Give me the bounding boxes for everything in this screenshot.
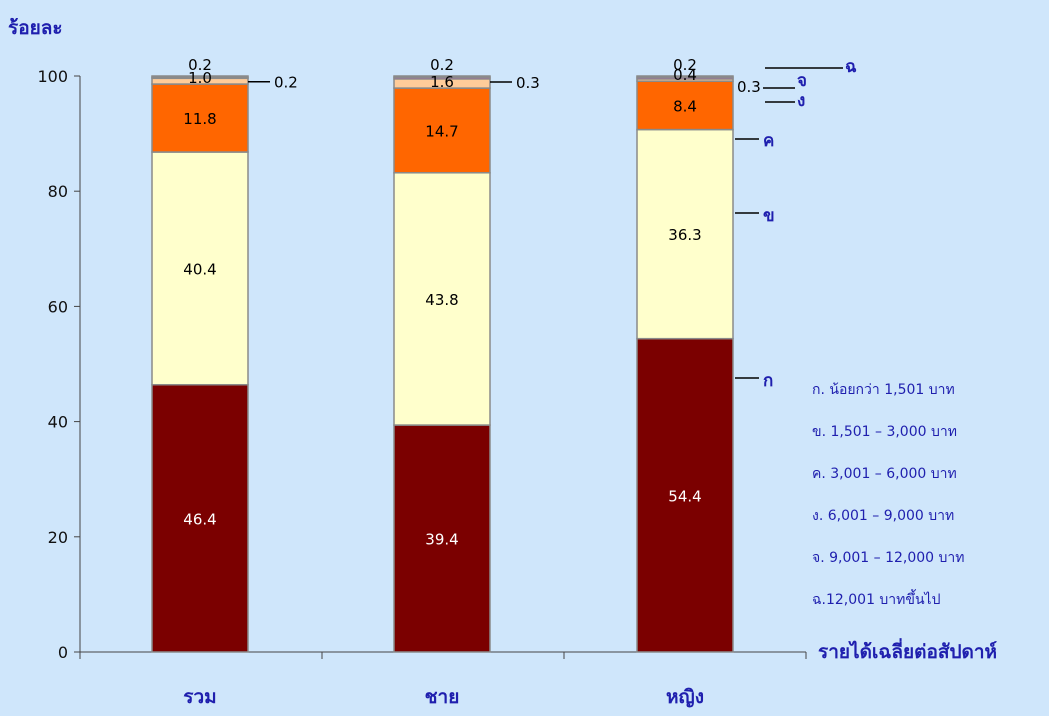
series-tag: ก <box>763 371 773 391</box>
value-label: 46.4 <box>183 510 216 528</box>
bar-segment <box>636 128 734 340</box>
category-label: รวม <box>183 686 216 708</box>
series-tag: จ <box>797 71 807 91</box>
value-label: 0.2 <box>430 56 454 74</box>
value-label: 0.2 <box>673 56 697 74</box>
y-tick-label: 60 <box>48 297 68 316</box>
value-label: 0.2 <box>188 56 212 74</box>
value-label: 0.3 <box>737 78 761 96</box>
bars <box>151 75 734 653</box>
x-axis-title: รายได้เฉลี่ยต่อสัปดาห์ <box>818 638 997 663</box>
y-tick-label: 100 <box>37 67 68 86</box>
value-label: 1.0 <box>188 69 212 87</box>
y-tick-label: 80 <box>48 182 68 201</box>
value-label: 1.6 <box>430 73 454 91</box>
bar-segment <box>636 80 734 131</box>
legend-item: ฉ.12,001 บาทขึ้นไป <box>812 589 941 608</box>
legend-item: ก. น้อยกว่า 1,501 บาท <box>812 382 955 398</box>
legend-item: ข. 1,501 – 3,000 บาท <box>812 424 957 440</box>
value-label: 54.4 <box>668 487 701 505</box>
value-label: 8.4 <box>673 97 697 115</box>
value-label: 0.2 <box>274 74 298 92</box>
legend-item: จ. 9,001 – 12,000 บาท <box>812 550 965 566</box>
series-tag: ง <box>797 91 805 111</box>
bar-segment <box>151 83 249 153</box>
bar-segment <box>393 75 491 78</box>
bar-segment <box>636 75 734 78</box>
value-label: 43.8 <box>425 291 458 309</box>
legend-item: ง. 6,001 – 9,000 บาท <box>812 508 954 524</box>
bar-segment <box>151 151 249 386</box>
bar-segment <box>151 75 249 78</box>
bar-segment <box>636 337 734 653</box>
legend: ก. น้อยกว่า 1,501 บาทข. 1,501 – 3,000 บา… <box>812 382 965 608</box>
axes: 0 20 40 60 80 100 รวม ชาย หญิง <box>37 67 807 708</box>
y-tick-label: 20 <box>48 528 68 547</box>
series-tag: ค <box>763 131 774 151</box>
series-tag: ฉ <box>845 57 857 77</box>
bar-segment <box>151 383 249 653</box>
y-axis-title: ร้อยละ <box>8 17 63 39</box>
bar-segment <box>393 172 491 426</box>
category-label: หญิง <box>666 686 704 708</box>
bar-segment <box>393 424 491 653</box>
value-label: 0.3 <box>516 74 540 92</box>
series-tag: ข <box>763 206 775 226</box>
value-label: 40.4 <box>183 260 216 278</box>
y-tick-label: 40 <box>48 413 68 432</box>
value-label: 11.8 <box>183 110 216 128</box>
y-tick-label: 0 <box>58 643 68 662</box>
value-label: 39.4 <box>425 531 458 549</box>
category-label: ชาย <box>425 686 460 708</box>
value-label: 36.3 <box>668 226 701 244</box>
value-label: 14.7 <box>425 122 458 140</box>
value-label: 0.4 <box>673 66 697 84</box>
value-labels: 46.440.411.81.00.239.443.814.71.60.254.4… <box>183 56 701 549</box>
legend-item: ค. 3,001 – 6,000 บาท <box>812 466 957 482</box>
